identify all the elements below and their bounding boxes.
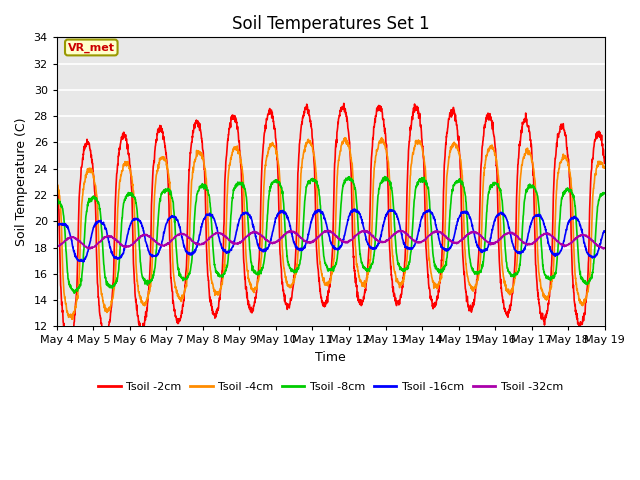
Legend: Tsoil -2cm, Tsoil -4cm, Tsoil -8cm, Tsoil -16cm, Tsoil -32cm: Tsoil -2cm, Tsoil -4cm, Tsoil -8cm, Tsoi… — [94, 377, 568, 396]
Tsoil -2cm — [347, 167, 355, 173]
Tsoil -4cm — [601, 164, 609, 169]
Line: Tsoil -16cm: Tsoil -16cm — [57, 209, 605, 262]
Y-axis label: Soil Temperature (C): Soil Temperature (C) — [15, 118, 28, 246]
Tsoil -16cm — [79, 259, 87, 265]
Tsoil -4cm — [359, 280, 367, 286]
Tsoil -32cm — [553, 238, 561, 243]
Tsoil -8cm — [490, 180, 498, 186]
Tsoil -16cm — [351, 206, 359, 212]
Tsoil -16cm — [490, 219, 498, 225]
Tsoil -2cm — [359, 298, 367, 304]
Tsoil -2cm — [568, 258, 576, 264]
Tsoil -2cm — [65, 344, 72, 349]
Tsoil -8cm — [70, 290, 78, 296]
Tsoil -32cm — [347, 237, 355, 243]
Text: VR_met: VR_met — [68, 42, 115, 53]
Tsoil -8cm — [601, 191, 609, 196]
Tsoil -4cm — [378, 135, 385, 141]
Tsoil -16cm — [206, 212, 214, 217]
X-axis label: Time: Time — [316, 351, 346, 364]
Line: Tsoil -2cm: Tsoil -2cm — [57, 103, 605, 347]
Tsoil -32cm — [53, 243, 61, 249]
Tsoil -8cm — [53, 199, 61, 205]
Line: Tsoil -4cm: Tsoil -4cm — [57, 138, 605, 319]
Tsoil -8cm — [381, 174, 388, 180]
Tsoil -2cm — [601, 160, 609, 166]
Tsoil -16cm — [601, 229, 609, 235]
Tsoil -8cm — [553, 262, 561, 268]
Line: Tsoil -8cm: Tsoil -8cm — [57, 177, 605, 293]
Line: Tsoil -32cm: Tsoil -32cm — [57, 230, 605, 249]
Tsoil -2cm — [53, 176, 61, 182]
Tsoil -2cm — [553, 140, 561, 146]
Tsoil -2cm — [490, 133, 498, 139]
Tsoil -2cm — [340, 100, 348, 106]
Title: Soil Temperatures Set 1: Soil Temperatures Set 1 — [232, 15, 429, 33]
Tsoil -16cm — [359, 220, 367, 226]
Tsoil -8cm — [568, 190, 576, 196]
Tsoil -4cm — [490, 148, 498, 154]
Tsoil -32cm — [206, 235, 214, 240]
Tsoil -32cm — [568, 239, 576, 245]
Tsoil -4cm — [53, 180, 61, 186]
Tsoil -4cm — [347, 151, 355, 157]
Tsoil -32cm — [359, 228, 367, 234]
Tsoil -16cm — [568, 216, 576, 221]
Tsoil -32cm — [324, 228, 332, 233]
Tsoil -4cm — [68, 316, 76, 322]
Tsoil -4cm — [553, 187, 561, 192]
Tsoil -32cm — [86, 246, 93, 252]
Tsoil -4cm — [206, 262, 214, 268]
Tsoil -4cm — [568, 189, 576, 195]
Tsoil -32cm — [490, 240, 498, 246]
Tsoil -8cm — [359, 263, 367, 268]
Tsoil -16cm — [53, 221, 61, 227]
Tsoil -2cm — [206, 297, 214, 302]
Tsoil -8cm — [347, 176, 355, 181]
Tsoil -16cm — [347, 210, 355, 216]
Tsoil -32cm — [601, 245, 609, 251]
Tsoil -8cm — [206, 200, 214, 205]
Tsoil -16cm — [553, 252, 561, 257]
